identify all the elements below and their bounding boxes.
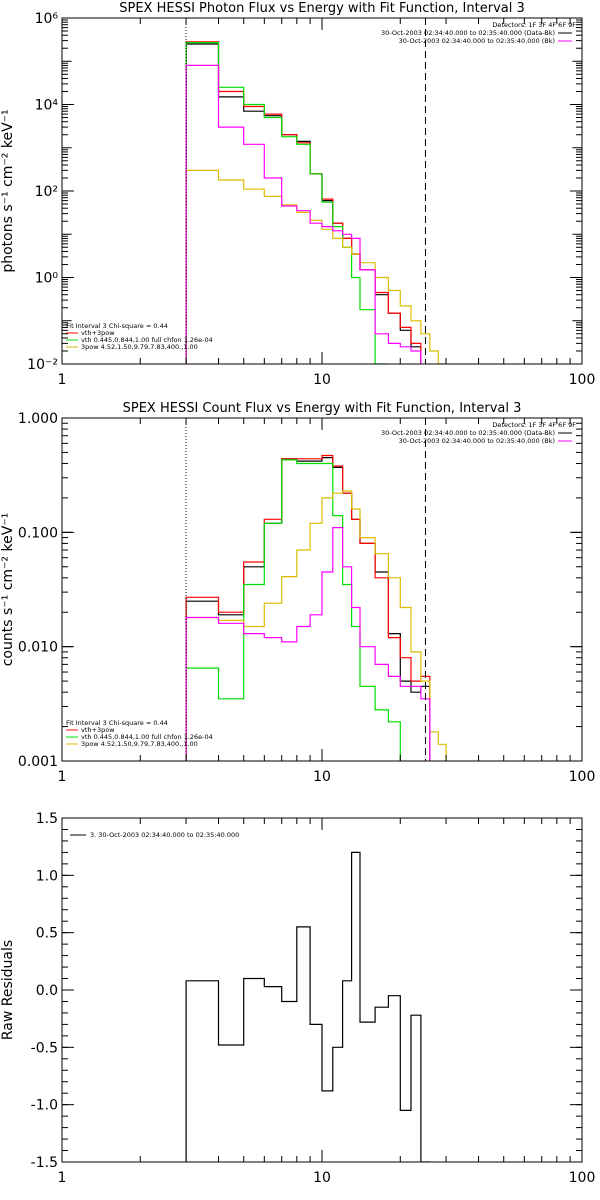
detectors-label: Detectors: 1F 3F 4F 6F 9F [492,421,576,429]
series-line-4 [185,490,447,761]
series-line-2 [185,454,431,761]
y-tick-label: 10⁻² [27,357,58,373]
x-tick-label: 10 [313,769,331,785]
chart-title: SPEX HESSI Photon Flux vs Energy with Fi… [119,1,525,16]
x-tick-label: 100 [569,372,596,388]
chart-panel-3: Raw Residuals 1 10 100 -1.5 -1.0 -0.5 0.0 0.5 1.0… [0,811,595,1186]
y-tick-label: -1.5 [31,1155,58,1171]
x-tick-label: 1 [58,372,67,388]
x-tick-label: 100 [569,769,596,785]
series-group [185,851,430,1162]
fit-legend-entry: 3pow 4.52,1.50,9.79,7.83,400.,1.00 [81,740,198,748]
series-group [185,41,447,364]
fit-legend-entry: vth+3pow [81,726,115,734]
x-tick-label: 10 [313,1170,331,1186]
y-axis-label: photons s⁻¹ cm⁻² keV⁻¹ [0,109,16,272]
y-tick-label: 10⁴ [35,98,59,114]
chart-panel-1: SPEX HESSI Photon Flux vs Energy with Fi… [0,1,595,388]
y-tick-label: 10⁶ [35,11,59,27]
y-tick-label: 1.0 [36,868,58,884]
detectors-label: Detectors: 1F 3F 4F 6F 9F [492,21,576,29]
fit-legend-entry: vth 0.445,0.844,1.00 full chfon 1.26e-04 [81,336,213,344]
x-tick-label: 100 [569,1170,596,1186]
fit-legend-entry: 3pow 4.52,1.50,9.79,7.83,400.,1.00 [81,343,198,351]
fit-legend-header: Fit Interval 3 Chi-square = 0.44 [66,322,168,330]
y-tick-label: 10⁰ [35,271,59,287]
chart-panel-2: SPEX HESSI Count Flux vs Energy with Fit… [0,401,595,785]
legend-entry: 30-Oct-2003 02:34:40.000 to 02:35:40.000… [399,437,555,445]
y-tick-label: 0.010 [18,640,58,656]
legend-entry: 30-Oct-2003 02:34:40.000 to 02:35:40.000… [381,29,555,37]
y-axis-label: counts s⁻¹ cm⁻² keV⁻¹ [0,513,16,667]
series-line-5 [185,527,431,761]
series-line-4 [185,169,447,364]
fit-legend-entry: vth 0.445,0.844,1.00 full chfon 1.26e-04 [81,733,213,741]
series-line-3 [185,459,401,761]
series-line-3 [185,42,389,364]
y-tick-label: 10² [35,184,58,200]
y-tick-label: 0.5 [36,926,58,942]
series-line-1 [185,851,430,1162]
fit-legend-header: Fit Interval 3 Chi-square = 0.44 [66,719,168,727]
y-tick-label: 1.000 [18,411,58,427]
y-tick-label: 0.0 [36,983,58,999]
y-tick-label: 0.001 [18,754,58,770]
chart-title: SPEX HESSI Count Flux vs Energy with Fit… [123,401,522,416]
series-group [185,454,447,761]
legend-entry: 30-Oct-2003 02:34:40.000 to 02:35:40.000… [399,37,555,45]
legend-entry: 3. 30-Oct-2003 02:34:40.000 to 02:35:40.… [90,831,239,839]
series-line-5 [185,64,422,364]
legend-entry: 30-Oct-2003 02:34:40.000 to 02:35:40.000… [381,429,555,437]
y-tick-label: -0.5 [31,1040,58,1056]
y-tick-label: 0.100 [18,525,58,541]
x-tick-label: 1 [58,1170,67,1186]
y-tick-label: -1.0 [31,1098,58,1114]
fit-legend-entry: vth+3pow [81,329,115,337]
y-tick-label: 1.5 [36,811,58,827]
x-tick-label: 10 [313,372,331,388]
y-axis-label: Raw Residuals [0,940,16,1040]
x-tick-label: 1 [58,769,67,785]
